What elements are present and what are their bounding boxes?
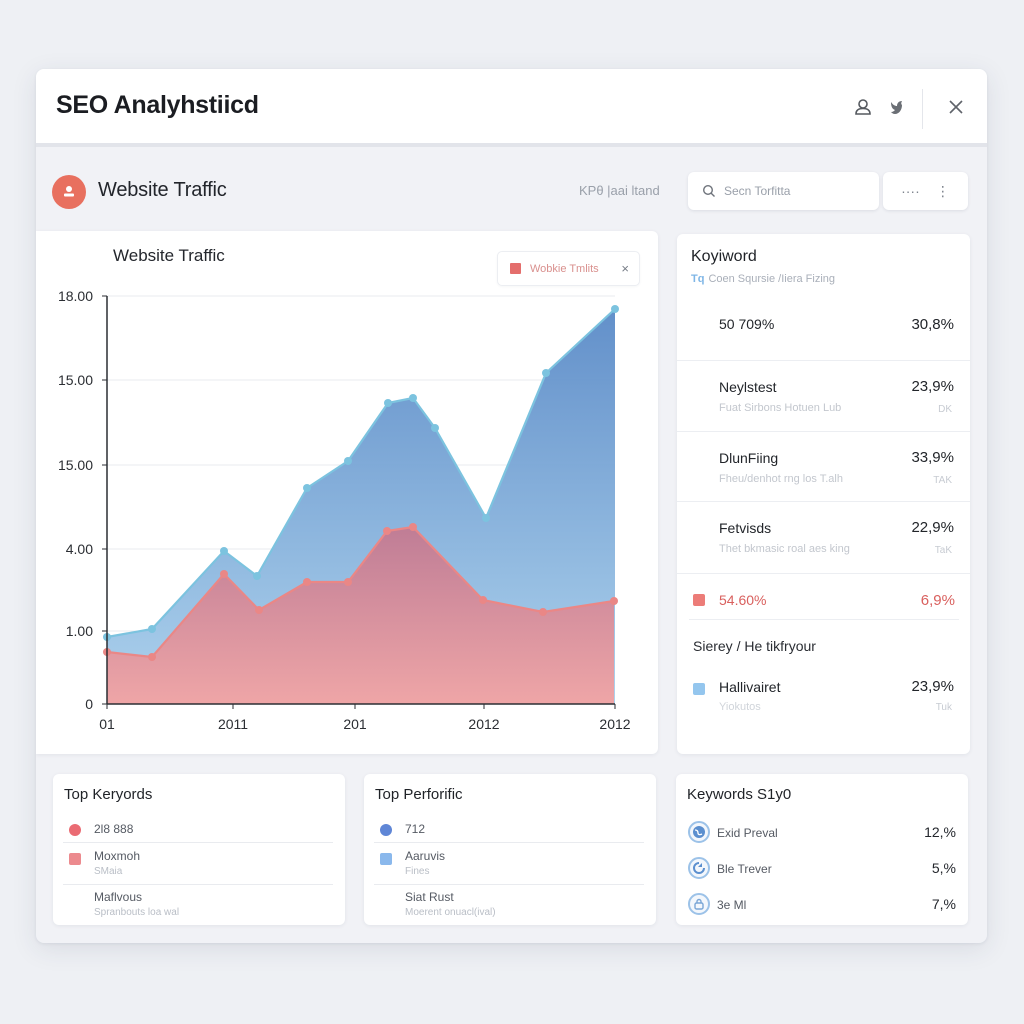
more-horizontal-icon[interactable]: ···· [901,183,920,199]
bird-icon[interactable] [885,95,909,119]
list-item[interactable]: Exid Preval 12,% [686,816,956,852]
search-input[interactable] [724,184,864,198]
svg-text:15.00: 15.00 [58,372,93,388]
globe-icon [688,821,710,843]
red-circle-marker [69,824,81,836]
list-item[interactable]: 2l8 888 [63,816,333,843]
user-badge-icon [52,175,86,209]
keyword-row-highlight[interactable]: 54.60% 6,9% [689,574,959,620]
svg-text:0: 0 [85,696,93,712]
tag-icon: Tq [691,273,705,285]
svg-text:1.00: 1.00 [66,623,93,639]
svg-text:01: 01 [99,716,115,732]
section-header: Website Traffic KPθ |aai ltand ···· ⋮ [36,151,987,229]
keyword-row-bottom[interactable]: Hallivairet Yiokutos 23,9% Tuk [677,666,970,726]
more-options-box: ···· ⋮ [883,172,968,210]
list-item[interactable]: Aaruvis Fines [374,843,644,885]
keyword-row[interactable]: Fetvisds Thet bkmasic roal aes king 22,9… [677,502,970,574]
titlebar-divider [922,89,923,129]
legend-swatch [510,263,521,274]
keyword-panel: Koyiword Tq Coen Sqursie /Iiera Fizing 5… [677,234,970,754]
legend-label: Wobkie Tmlits [530,262,599,275]
close-icon[interactable] [944,95,968,119]
svg-text:18.00: 18.00 [58,288,93,304]
svg-text:2012: 2012 [599,716,630,732]
chart-title: Website Traffic [113,246,225,265]
red-square-marker [693,594,705,606]
keywords-style-title: Keywords S1y0 [687,786,792,803]
seo-dashboard-window: SEO Analyhstiicd Website Traffic KPθ |aa… [36,69,987,943]
svg-text:2011: 2011 [218,716,248,732]
keywords-style-card: Keywords S1y0 Exid Preval 12,% Ble Treve… [676,774,968,925]
keyword-panel-subtitle: Tq Coen Sqursie /Iiera Fizing [691,273,836,285]
list-item[interactable]: 712 [374,816,644,843]
area-chart: 0 1.00 4.00 15.00 15.00 18.00 01 2011 201 2012 201… [58,288,631,732]
svg-text:2012: 2012 [468,716,499,732]
top-performing-card: Top Perforific 712 Aaruvis Fines Siat Ru… [364,774,656,925]
keyword-panel-title: Koyiword [691,248,757,265]
blue-square-marker [693,683,705,695]
keyword-section-label: Sierey / He tikfryour [693,638,816,654]
list-item[interactable]: Ble Trever 5,% [686,852,956,888]
svg-text:4.00: 4.00 [66,541,93,557]
kebab-menu-icon[interactable]: ⋮ [935,182,950,199]
section-title: Website Traffic [98,179,227,201]
keyword-row[interactable]: DlunFiing Fheu/denhot rng los T.alh 33,9… [677,432,970,502]
keyword-row[interactable]: Neylstest Fuat Sirbons Hotuen Lub 23,9% … [677,361,970,432]
refresh-icon [688,857,710,879]
lock-icon [688,893,710,915]
list-item[interactable]: Siat Rust Moerent onuacl(ival) [405,890,496,918]
kpi-label[interactable]: KPθ |aai ltand [579,183,660,198]
list-item[interactable]: Maflvous Spranbouts loa wal [94,890,180,918]
traffic-chart-card: Website Traffic Wobkie Tmlits × 0 1.00 4.0… [36,231,658,754]
blue-circle-marker [380,824,392,836]
keyword-row-top[interactable]: 50 709% 30,8% [677,294,970,361]
legend-close-icon[interactable]: × [621,261,629,276]
title-bar: SEO Analyhstiicd [36,69,987,147]
app-title: SEO Analyhstiicd [56,91,259,119]
svg-text:201: 201 [343,716,367,732]
top-keywords-card: Top Keryords 2l8 888 Moxmoh SMaia Maflvo… [53,774,345,925]
list-item[interactable]: Moxmoh SMaia [63,843,333,885]
user-icon[interactable] [851,95,875,119]
svg-text:15.00: 15.00 [58,457,93,473]
search-box[interactable] [688,172,879,210]
top-performing-title: Top Perforific [375,786,463,803]
chart-legend[interactable]: Wobkie Tmlits × [497,251,640,286]
red-square-marker [69,853,81,865]
search-icon [702,184,715,197]
list-item[interactable]: 3e Ml 7,% [686,888,956,924]
blue-square-marker [380,853,392,865]
top-keywords-title: Top Keryords [64,786,153,803]
